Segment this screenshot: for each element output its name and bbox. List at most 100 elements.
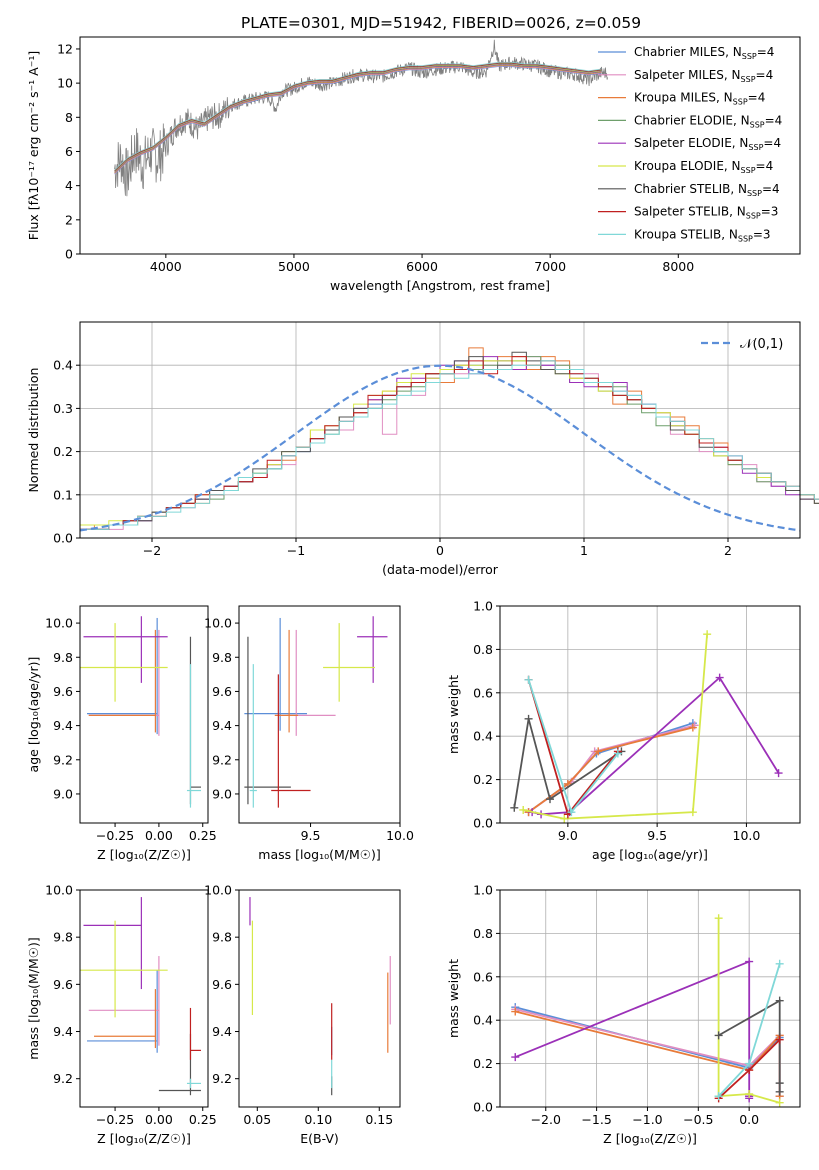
axes-frame-layer: −2 −1 0 1 2 0.0 0.1 0.2 0.3 0.4 (data-model)/error… — [26, 321, 801, 577]
error-bar-point — [244, 636, 291, 805]
legend-subscript: SSP — [747, 189, 762, 198]
grid-layer — [500, 889, 800, 1108]
y-tick-label: 10.0 — [204, 883, 232, 898]
y-tick-label: 9.2 — [212, 1071, 232, 1086]
weight-marker — [745, 1089, 754, 1098]
x-tick-label: 0.05 — [243, 1112, 271, 1127]
y-tick-label: 9.4 — [212, 718, 232, 733]
weight-line — [528, 726, 694, 813]
error-bar-point — [287, 629, 336, 736]
model-spectrum-line — [114, 62, 602, 172]
legend-label: Salpeter STELIB, NSSP=3 — [634, 205, 778, 221]
error-bar-point — [87, 617, 158, 735]
error-bar-point — [189, 1007, 201, 1060]
legend-subscript: SSP — [738, 234, 753, 243]
legend-subscript: SSP — [733, 98, 748, 107]
y-tick-label: 0.8 — [473, 642, 493, 657]
plot-layer — [80, 616, 201, 808]
y-axis-label: mass weight — [446, 959, 461, 1038]
weight-marker — [511, 1007, 520, 1016]
legend-count: =4 — [756, 68, 774, 82]
x-tick-label: 0.10 — [304, 1112, 332, 1127]
x-tick-label: 0.25 — [189, 828, 217, 843]
x-tick-label: 9.5 — [301, 828, 321, 843]
legend-subscript: SSP — [742, 52, 757, 61]
model-spectrum-line — [114, 64, 602, 173]
x-tick-label: 5000 — [278, 259, 310, 274]
x-tick-label: −0.25 — [96, 1112, 134, 1127]
x-axis-label: (data-model)/error — [382, 562, 499, 577]
weight-marker — [714, 1092, 723, 1101]
x-tick-label: −0.5 — [683, 1112, 713, 1127]
legend-count: =3 — [761, 205, 779, 219]
legend-label: Kroupa ELODIE, NSSP=4 — [634, 159, 773, 175]
weight-marker — [775, 1098, 784, 1107]
error-bar-point — [158, 1033, 201, 1096]
plot-layer — [80, 897, 201, 1096]
weight-vs-metallicity-panel: −2.0 −1.5 −1.0 −0.5 0.0 0.0 0.2 0.4 0.6 0.8 1.0 Z [… — [446, 883, 801, 1146]
x-tick-label: 9.5 — [647, 828, 667, 843]
spectrum-panel: 4000 5000 6000 7000 8000 0 2 4 6 8 10 12 wavelength … — [26, 36, 801, 293]
x-tick-label: −1 — [287, 543, 305, 558]
weight-line — [717, 918, 780, 1104]
error-bar-point — [83, 897, 142, 990]
y-tick-label: 9.4 — [212, 1024, 232, 1039]
weight-marker — [745, 1059, 754, 1068]
error-bar-point — [80, 920, 168, 1018]
x-axis-label: age [log₁₀(age/yr)] — [592, 847, 708, 862]
weight-marker — [524, 675, 533, 684]
model-spectrum-line — [114, 63, 602, 172]
grid-layer — [500, 605, 800, 824]
axes-frame — [499, 889, 801, 1108]
weight-marker — [775, 1079, 784, 1088]
x-axis-label: Z [log₁₀(Z/Z☉)] — [97, 1131, 191, 1146]
x-tick-label: 6000 — [406, 259, 438, 274]
x-tick-label: −1.5 — [581, 1112, 611, 1127]
y-tick-label: 9.6 — [212, 977, 232, 992]
y-axis-label: Flux [fλ10⁻¹⁷ erg cm⁻² s⁻¹ A⁻¹] — [26, 51, 41, 240]
y-tick-label: 0.8 — [473, 926, 493, 941]
x-axis-label: Z [log₁₀(Z/Z☉)] — [97, 847, 191, 862]
y-tick-label: 4 — [65, 178, 73, 193]
y-tick-label: 9.4 — [53, 718, 73, 733]
plot-layer — [510, 630, 783, 823]
x-tick-label: −0.25 — [96, 828, 134, 843]
y-tick-label: 1.0 — [473, 883, 493, 898]
x-tick-label: 10.0 — [733, 828, 761, 843]
x-tick-label: 0.0 — [739, 1112, 759, 1127]
mass-vs-extinction-panel: 0.05 0.10 0.15 9.2 9.4 9.6 9.8 10.0 E(B-V) — [204, 883, 401, 1146]
weight-marker — [775, 996, 784, 1005]
legend-count: =4 — [763, 136, 781, 150]
axes-frame-layer: −2.0 −1.5 −1.0 −0.5 0.0 0.0 0.2 0.4 0.6 0.8 1.0 Z [… — [446, 883, 801, 1146]
y-tick-label: 1.0 — [473, 599, 493, 614]
weight-marker — [510, 803, 519, 812]
model-spectrum-line — [114, 65, 602, 174]
error-bar-point — [357, 616, 388, 683]
y-tick-label: 10 — [57, 76, 73, 91]
legend-count: =4 — [748, 91, 766, 105]
axes-frame — [79, 36, 801, 255]
x-tick-label: 10.0 — [386, 828, 414, 843]
model-spectrum-line — [114, 61, 602, 171]
y-axis-label: mass weight — [446, 675, 461, 754]
y-tick-label: 9.8 — [212, 650, 232, 665]
error-bar-point — [88, 956, 160, 1046]
weight-marker — [511, 1053, 520, 1062]
weight-marker — [745, 957, 754, 966]
x-tick-label: 0.25 — [189, 1112, 217, 1127]
weight-marker — [560, 814, 569, 823]
y-axis-label: age [log₁₀(age/yr)] — [26, 657, 41, 773]
y-tick-label: 0.4 — [473, 1013, 493, 1028]
weight-marker — [774, 769, 783, 778]
plot-layer — [244, 616, 388, 808]
x-axis-label: wavelength [Angstrom, rest frame] — [330, 278, 550, 293]
y-tick-label: 9.6 — [212, 684, 232, 699]
histogram-step-line — [80, 360, 819, 526]
legend-subscript: SSP — [750, 120, 765, 129]
legend-count: =4 — [762, 182, 780, 196]
x-tick-label: 1 — [580, 543, 588, 558]
x-tick-label: 9.0 — [558, 828, 578, 843]
histogram-step-line — [80, 360, 819, 530]
y-tick-label: 0.0 — [473, 816, 493, 831]
